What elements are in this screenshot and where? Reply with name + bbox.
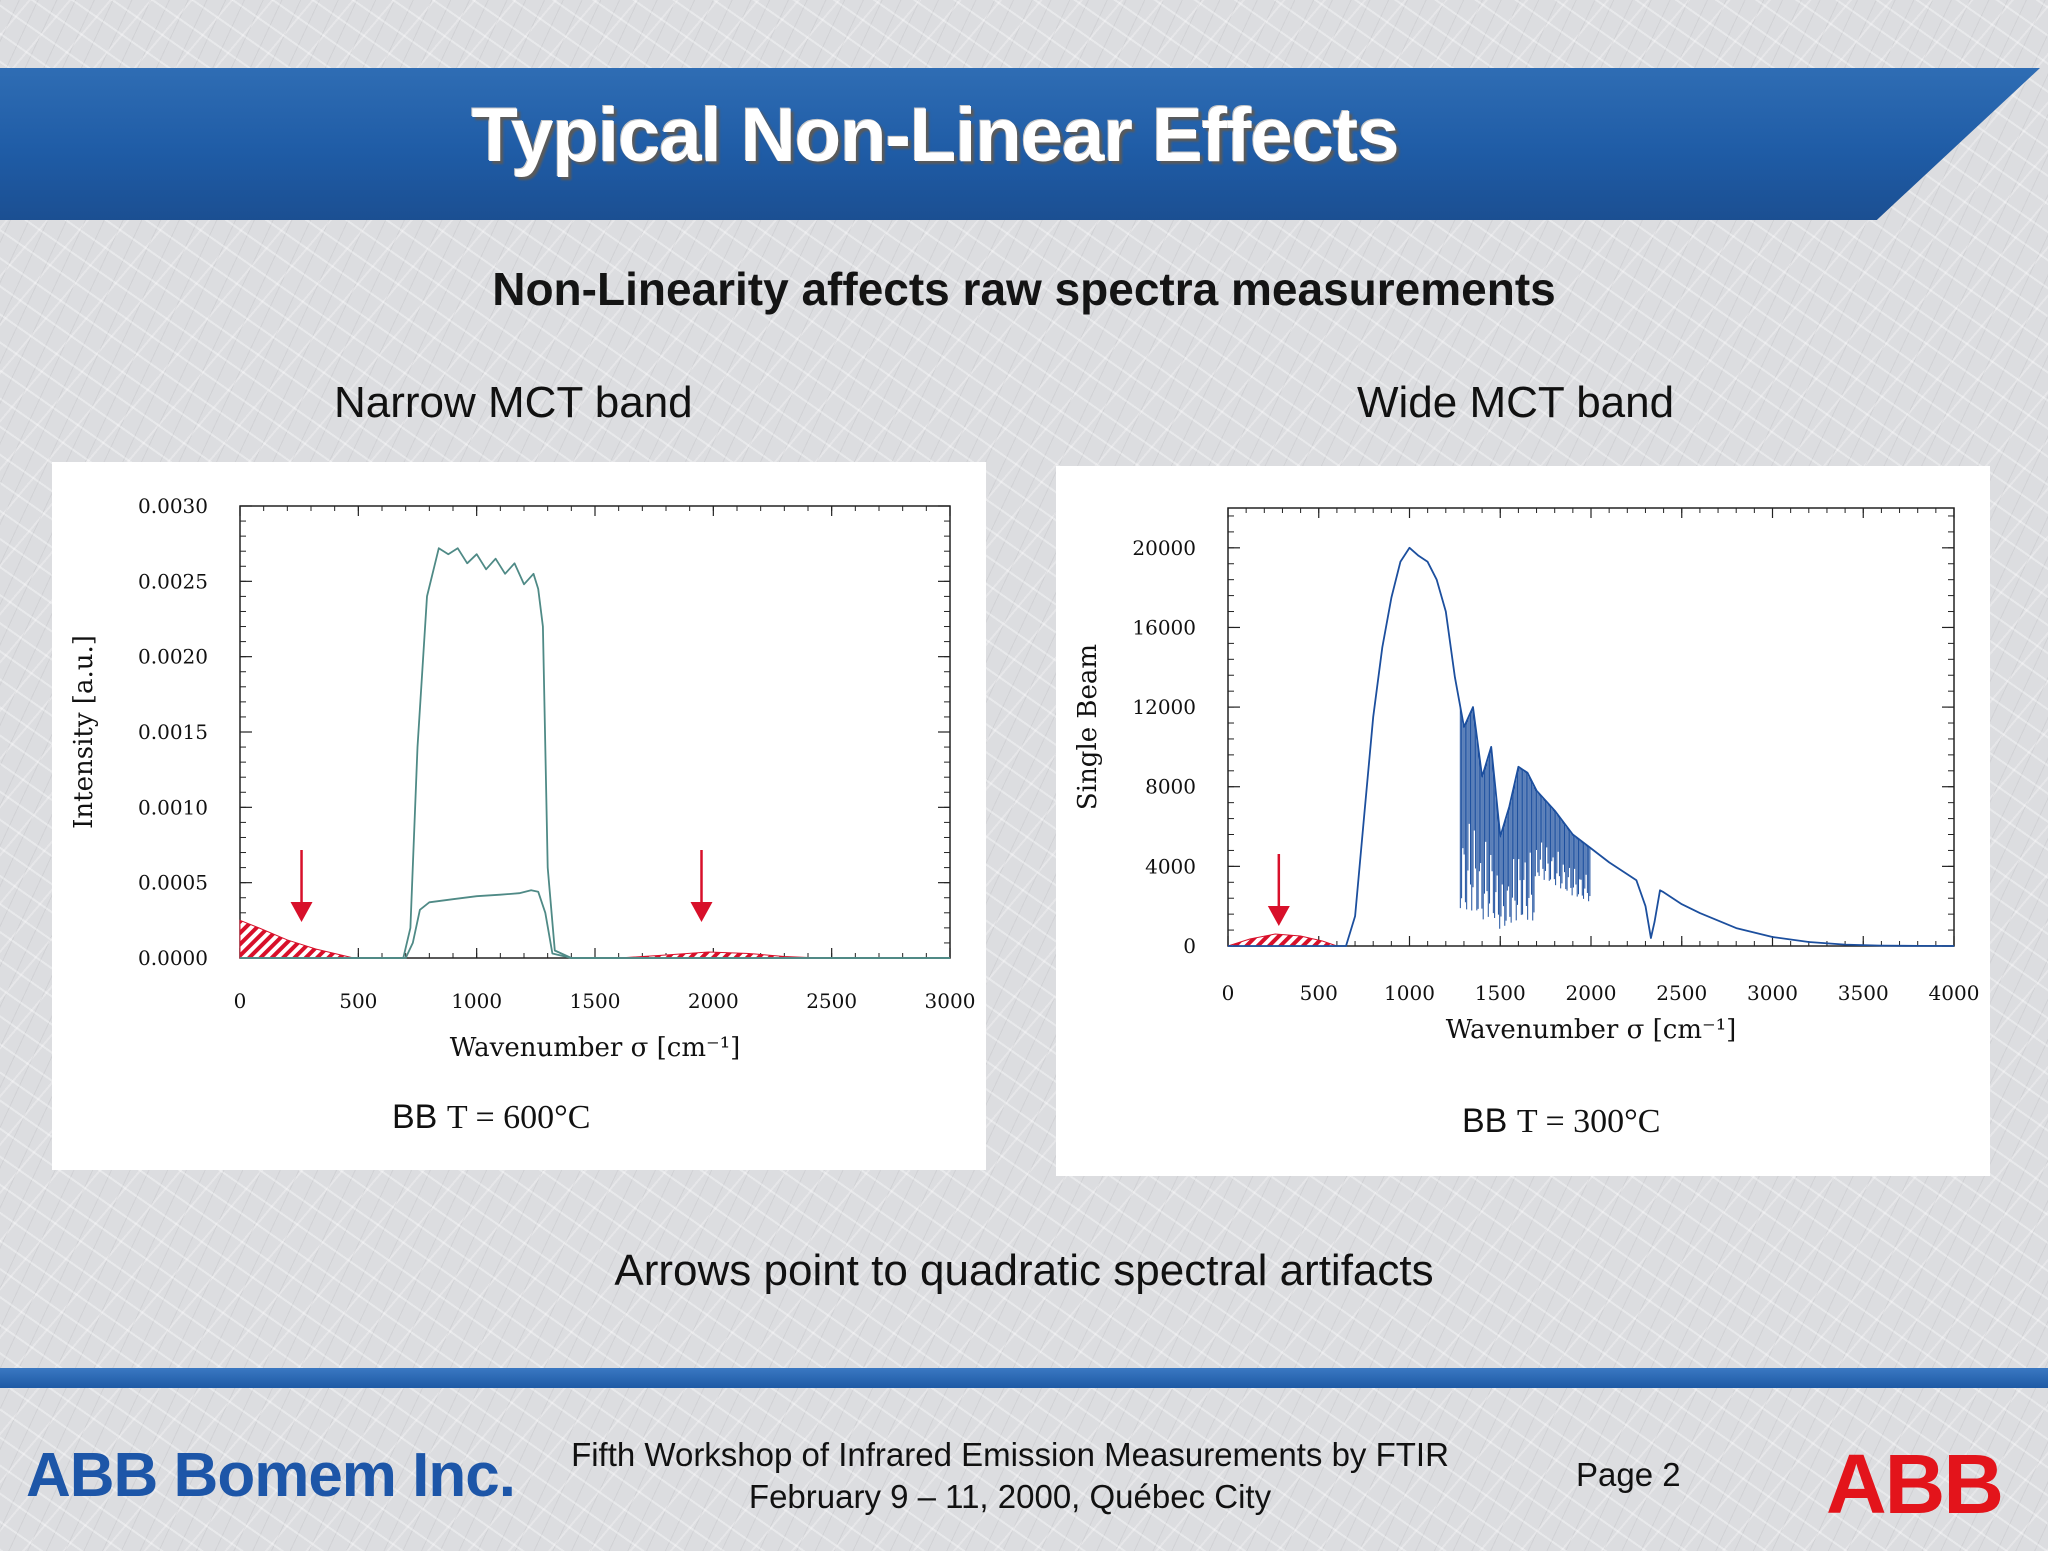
wide-mct-chart: 0 500 1000 1500 2000 2500 3000 3500 4000 0 4000 800… [1073, 507, 1980, 1045]
y-tick-label: 16000 [1132, 615, 1196, 639]
y-tick-label: 0.0000 [138, 946, 208, 970]
x-tick-label: 3500 [1838, 981, 1889, 1005]
x-tick-label: 500 [339, 989, 377, 1013]
x-tick-label: 1000 [1384, 981, 1435, 1005]
y-axis-title: Single Beam [1073, 644, 1103, 810]
company-name: ABB Bomem Inc. [26, 1441, 516, 1510]
chart-1-caption-prefix: BB [392, 1098, 447, 1136]
plot-frame [1227, 507, 1955, 947]
spectrum-line [240, 889, 950, 959]
chart-1-panel: 0 500 1000 1500 2000 2500 3000 0.0000 0.0005 0.00… [52, 462, 986, 1170]
abb-logo: ABB [1826, 1437, 2004, 1531]
x-tick-label: 0 [1222, 981, 1235, 1005]
x-tick-label: 1500 [570, 989, 621, 1013]
y-tick-label: 0 [1183, 934, 1196, 958]
spectrum-line [240, 547, 950, 959]
x-tick-label: 1500 [1475, 981, 1526, 1005]
y-tick-label: 0.0020 [138, 645, 208, 669]
chart-2-label: Wide MCT band [1357, 378, 1675, 427]
plot-frame [239, 505, 951, 959]
chart-2-panel: 0 500 1000 1500 2000 2500 3000 3500 4000 0 4000 800… [1056, 466, 1990, 1176]
x-tick-label: 2000 [1566, 981, 1617, 1005]
footer-event: Fifth Workshop of Infrared Emission Meas… [530, 1434, 1490, 1518]
footer-event-line-1: Fifth Workshop of Infrared Emission Meas… [571, 1436, 1449, 1473]
spectrum-line [1228, 546, 1955, 947]
artifact-area [239, 919, 354, 959]
x-tick-label: 3000 [925, 989, 976, 1013]
y-tick-label: 4000 [1145, 854, 1196, 878]
x-axis-title: Wavenumber σ [cm⁻¹] [1446, 1015, 1737, 1045]
y-tick-label: 0.0005 [138, 871, 208, 895]
chart-1-caption: BB T = 600°C [392, 1098, 590, 1137]
y-tick-label: 0.0015 [138, 720, 208, 744]
y-tick-label: 0.0025 [138, 569, 208, 593]
slide-title: Typical Non-Linear Effects [471, 93, 1399, 178]
footer-event-line-2: February 9 – 11, 2000, Québec City [748, 1478, 1272, 1515]
x-tick-label: 0 [234, 989, 247, 1013]
y-axis-title: Intensity [a.u.] [69, 635, 99, 829]
arrow-head-icon [690, 902, 713, 922]
x-tick-label: 4000 [1929, 981, 1980, 1005]
artifact-area [1227, 933, 1338, 947]
slide-subtitle: Non-Linearity affects raw spectra measur… [492, 263, 1556, 315]
chart-1-label: Narrow MCT band [334, 378, 693, 427]
x-axis-title: Wavenumber σ [cm⁻¹] [450, 1033, 741, 1063]
y-tick-label: 0.0030 [138, 494, 208, 518]
chart-2-caption-prefix: BB [1462, 1102, 1517, 1140]
narrow-mct-chart: 0 500 1000 1500 2000 2500 3000 0.0000 0.0005 0.00… [69, 494, 976, 1063]
y-tick-label: 0.0010 [138, 795, 208, 819]
y-tick-label: 8000 [1145, 775, 1196, 799]
footer-bar [0, 1368, 2048, 1388]
absorption-lines [1459, 707, 1591, 929]
x-tick-label: 500 [1300, 981, 1338, 1005]
x-tick-label: 2500 [806, 989, 857, 1013]
y-tick-label: 12000 [1132, 695, 1196, 719]
arrow-head-icon [1267, 906, 1290, 926]
x-tick-label: 2000 [688, 989, 739, 1013]
title-banner [0, 68, 2040, 220]
chart-1-caption-temp: T = 600°C [446, 1099, 591, 1136]
chart-2-caption: BB T = 300°C [1462, 1102, 1660, 1141]
artifact-note: Arrows point to quadratic spectral artif… [614, 1246, 1434, 1295]
x-tick-label: 1000 [451, 989, 502, 1013]
x-tick-label: 3000 [1747, 981, 1798, 1005]
x-tick-label: 2500 [1656, 981, 1707, 1005]
artifact-area [618, 951, 820, 959]
arrow-head-icon [290, 902, 313, 922]
page-number: Page 2 [1576, 1456, 1681, 1493]
y-tick-label: 20000 [1132, 536, 1196, 560]
chart-2-caption-temp: T = 300°C [1516, 1103, 1661, 1140]
